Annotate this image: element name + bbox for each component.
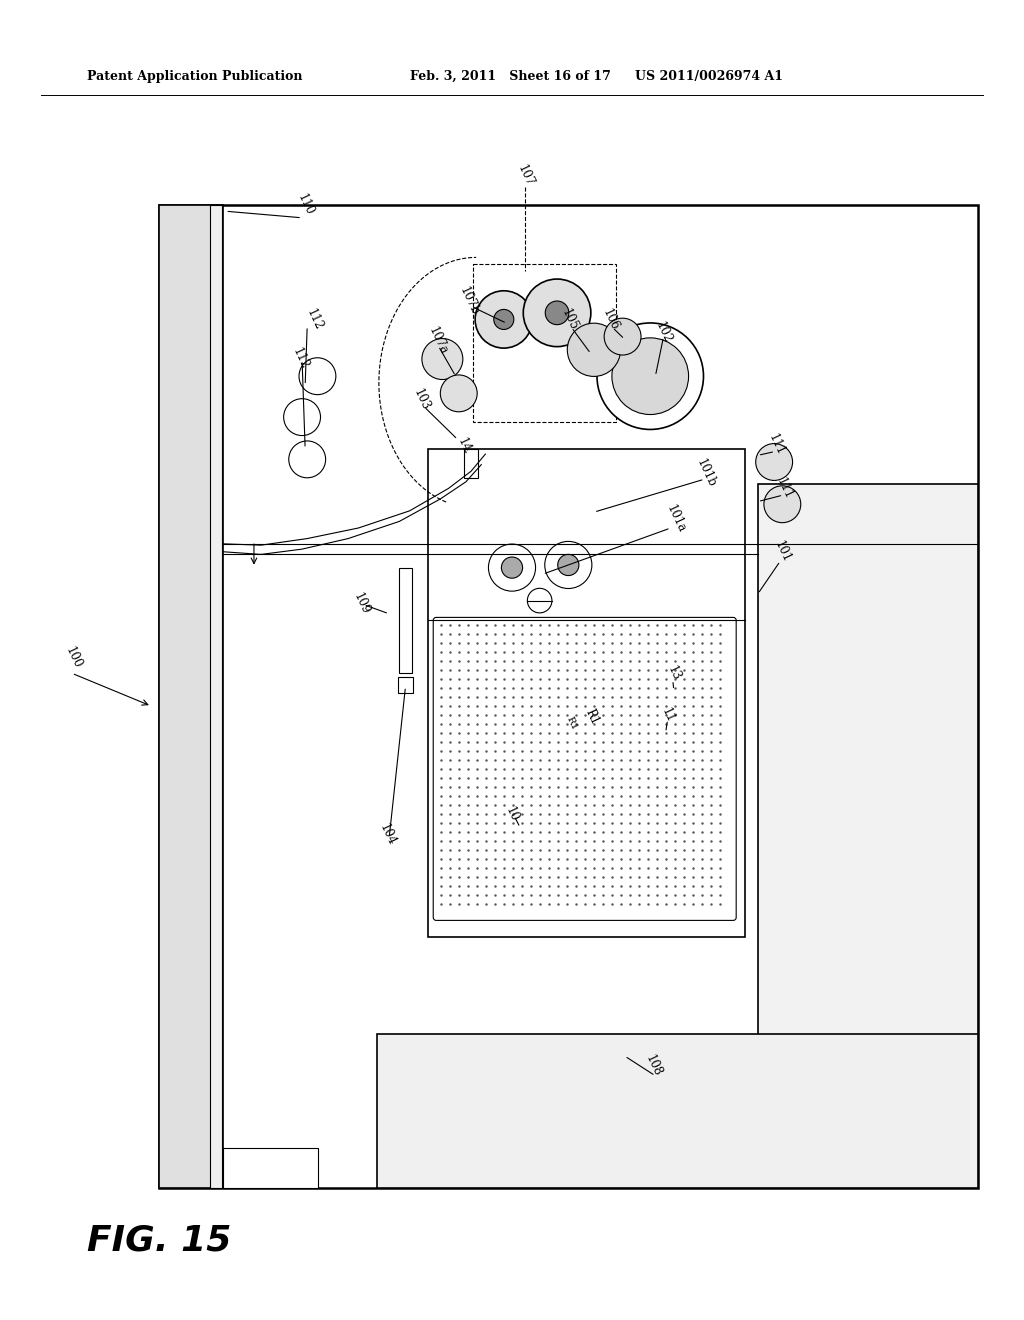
Circle shape [422, 338, 463, 380]
Bar [464, 449, 478, 478]
Bar [473, 264, 616, 422]
Text: FIG. 15: FIG. 15 [87, 1224, 231, 1258]
Text: 112: 112 [290, 346, 310, 372]
Circle shape [299, 358, 336, 395]
Circle shape [494, 309, 514, 330]
Text: 107b: 107b [457, 285, 481, 317]
Text: R1: R1 [564, 715, 579, 731]
Text: 10: 10 [503, 805, 521, 824]
Text: Patent Application Publication: Patent Application Publication [87, 70, 302, 83]
Text: 105: 105 [559, 306, 580, 333]
Circle shape [502, 557, 522, 578]
Circle shape [558, 554, 579, 576]
Text: 109: 109 [351, 590, 372, 616]
Circle shape [488, 544, 536, 591]
Text: 107: 107 [515, 162, 536, 189]
Text: US 2011/0026974 A1: US 2011/0026974 A1 [635, 70, 783, 83]
Text: Feb. 3, 2011   Sheet 16 of 17: Feb. 3, 2011 Sheet 16 of 17 [410, 70, 610, 83]
Circle shape [545, 301, 569, 325]
Bar [758, 484, 978, 1188]
Text: 112: 112 [304, 306, 325, 333]
Circle shape [604, 318, 641, 355]
Circle shape [597, 323, 703, 429]
Text: 103: 103 [412, 387, 432, 413]
Text: 11: 11 [658, 706, 677, 725]
Bar [210, 205, 222, 1188]
Text: 101: 101 [772, 539, 793, 565]
Circle shape [756, 444, 793, 480]
Circle shape [284, 399, 321, 436]
Circle shape [475, 290, 532, 348]
Text: 100: 100 [63, 644, 84, 671]
Bar [223, 1148, 318, 1188]
Bar [428, 449, 745, 937]
Text: 107a: 107a [426, 325, 451, 356]
Bar [159, 205, 978, 1188]
Circle shape [523, 279, 591, 347]
Bar [398, 677, 413, 693]
Circle shape [612, 338, 688, 414]
Text: 104: 104 [377, 821, 397, 847]
Text: 108: 108 [643, 1052, 664, 1078]
Text: 102: 102 [653, 319, 674, 346]
Circle shape [440, 375, 477, 412]
Text: 101b: 101b [694, 457, 719, 488]
Circle shape [289, 441, 326, 478]
Text: 13: 13 [665, 664, 683, 682]
Circle shape [764, 486, 801, 523]
Bar [159, 205, 223, 1188]
Text: 14: 14 [455, 436, 473, 454]
Text: 106: 106 [600, 306, 621, 333]
Text: 101a: 101a [664, 503, 688, 535]
Text: 111: 111 [766, 432, 786, 458]
Text: 110: 110 [295, 191, 315, 218]
Circle shape [545, 541, 592, 589]
Text: R1: R1 [583, 706, 601, 727]
Text: 111: 111 [774, 475, 795, 502]
Circle shape [567, 323, 621, 376]
Bar [377, 1034, 978, 1188]
Bar [399, 568, 412, 673]
